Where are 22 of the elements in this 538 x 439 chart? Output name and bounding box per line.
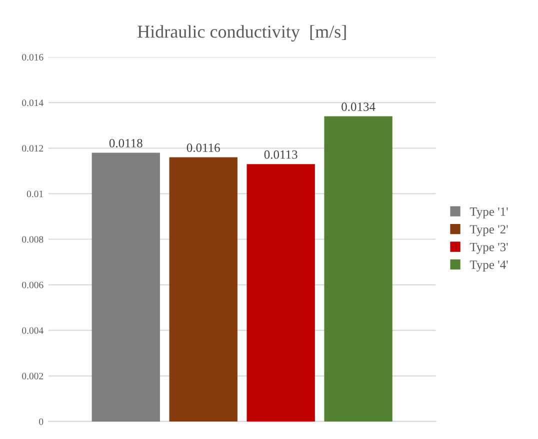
y-tick-label: 0.012: [22, 145, 44, 152]
data-label: 0.0134: [342, 102, 376, 112]
y-tick-label: 0.014: [22, 100, 44, 106]
data-label: 0.0116: [186, 144, 220, 152]
y-tick-label: 0.008: [22, 236, 44, 243]
y-tick-label: 0.002: [22, 372, 44, 380]
bar: [92, 152, 160, 422]
y-tick-label: 0.004: [22, 327, 44, 334]
y-tick-label: 0.016: [22, 54, 44, 61]
bar: [324, 116, 392, 422]
legend-label: Type '3': [470, 242, 508, 254]
y-tick-label: 0.006: [22, 282, 44, 288]
y-tick-label: 0.01: [26, 190, 43, 198]
chart-title: Hidraulic conductivity [m/s]: [138, 25, 346, 42]
legend-label: Type '1': [470, 207, 508, 218]
legend-label: Type '2': [470, 225, 508, 236]
bar: [169, 157, 238, 422]
data-label: 0.0113: [264, 150, 298, 159]
y-tick-label: 0: [39, 418, 44, 425]
legend-label: Type '4': [470, 260, 508, 272]
bar: [246, 164, 315, 422]
data-label: 0.0118: [109, 138, 142, 148]
